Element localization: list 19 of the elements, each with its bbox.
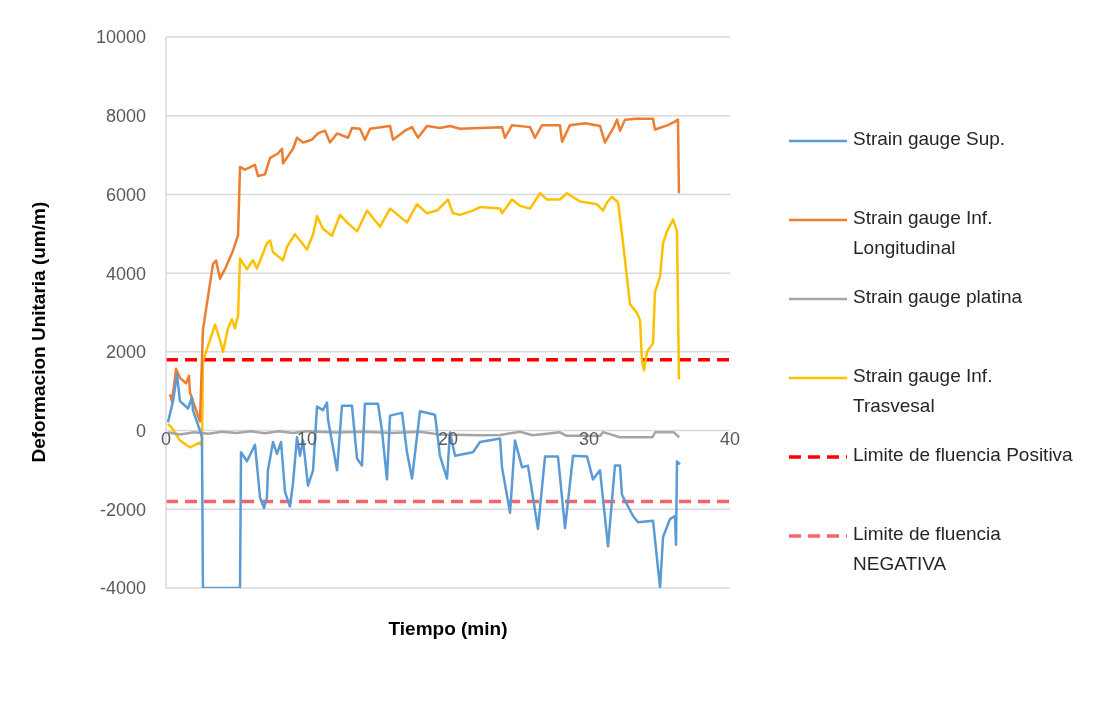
y-tick-label: 6000	[105, 184, 146, 205]
y-tick-label: -2000	[99, 499, 146, 520]
legend-label: Limite de fluencia Positiva	[853, 443, 1074, 467]
x-axis-title: Tiempo (min)	[388, 618, 508, 639]
x-tick-label: 30	[578, 428, 600, 449]
y-tick-label: 2000	[105, 342, 146, 363]
y-tick-label: -4000	[99, 578, 146, 599]
legend-label: Strain gauge Sup.	[853, 127, 1007, 151]
legend-label: Limite de fluencia NEGATIVA	[853, 522, 1002, 576]
y-axis-title: Deformacion Unitaria (um/m)	[27, 201, 49, 463]
y-tick-label: 8000	[105, 106, 146, 127]
line-series	[168, 117, 681, 423]
y-tick-label: 4000	[105, 263, 146, 284]
legend-label: Strain gauge Inf. Trasvesal	[853, 364, 994, 418]
legend-label: Strain gauge Inf. Longitudinal	[853, 206, 994, 260]
y-tick-label: 10000	[95, 27, 146, 48]
legend-label: Strain gauge platina	[853, 285, 1023, 309]
x-tick-label: 40	[719, 428, 741, 449]
x-tick-label: 0	[160, 428, 172, 449]
